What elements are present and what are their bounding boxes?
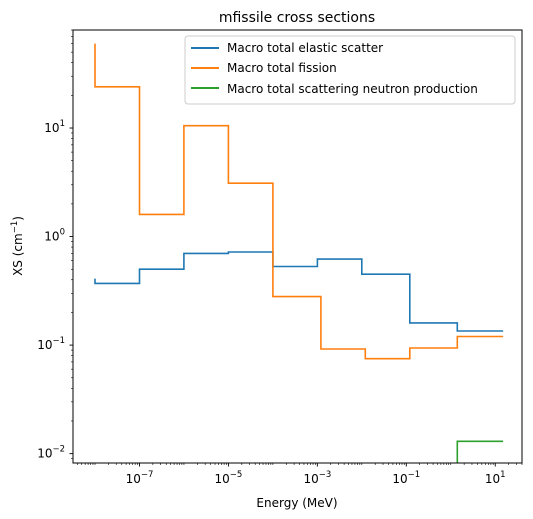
chart-title: mfissile cross sections bbox=[219, 10, 375, 26]
x-axis-label: Energy (MeV) bbox=[256, 496, 337, 510]
x-axis: 10−7 10−5 10−3 10−1 101 bbox=[77, 463, 523, 486]
y-tick-label: 10−2 bbox=[37, 445, 65, 461]
legend-label-production: Macro total scattering neutron productio… bbox=[227, 82, 478, 96]
legend-label-elastic: Macro total elastic scatter bbox=[227, 41, 383, 55]
series-line-production bbox=[456, 440, 504, 463]
y-axis-label: XS (cm−1) bbox=[10, 216, 25, 276]
legend-box bbox=[184, 35, 516, 105]
x-tick-label: 10−5 bbox=[215, 470, 243, 486]
x-tick-label: 10−7 bbox=[126, 470, 154, 486]
axes-frame bbox=[72, 29, 523, 464]
y-tick-label: 10−1 bbox=[37, 336, 65, 352]
y-axis-label-exponent: −1 bbox=[10, 221, 20, 234]
legend-label-fission: Macro total fission bbox=[227, 61, 337, 75]
x-tick-label: 10−3 bbox=[303, 470, 331, 486]
y-tick-label: 100 bbox=[44, 228, 65, 244]
y-axis-label-close: ) bbox=[11, 216, 25, 221]
x-tick-label: 101 bbox=[485, 470, 506, 486]
y-axis: 10−2 10−1 100 101 bbox=[37, 29, 73, 461]
x-tick-label: 10−1 bbox=[392, 470, 420, 486]
plot-area bbox=[94, 43, 504, 463]
series-line-fission bbox=[94, 43, 504, 360]
legend: Macro total elastic scatter Macro total … bbox=[184, 35, 516, 105]
y-tick-label: 101 bbox=[44, 119, 65, 135]
y-axis-label-main: XS (cm bbox=[11, 233, 25, 276]
